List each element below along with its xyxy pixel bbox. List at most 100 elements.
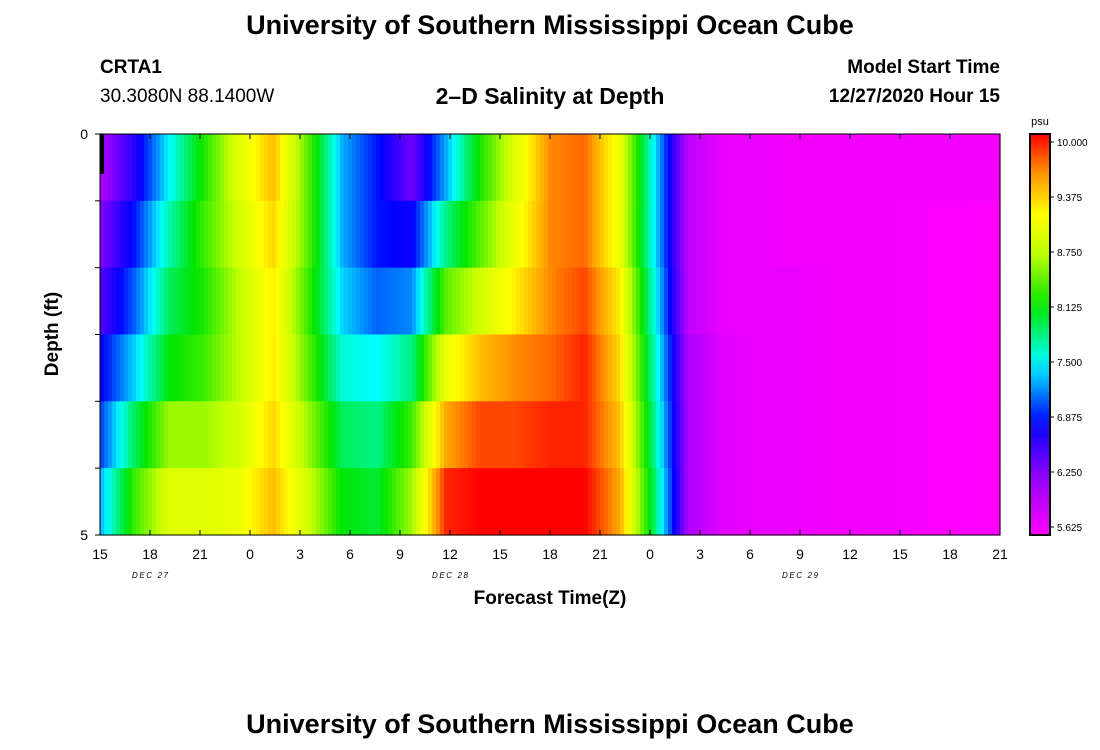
heatmap-cell [560,468,565,536]
heatmap-cell [572,334,577,402]
heatmap-cell [248,468,253,536]
heatmap-cell [200,267,205,336]
heatmap-cell [308,468,313,536]
heatmap-cell [980,468,985,536]
heatmap-cell [548,200,553,269]
heatmap-cell [980,134,985,202]
heatmap-cell [784,134,789,202]
heatmap-cell [368,468,373,536]
heatmap-cell [164,200,169,269]
heatmap-cell [888,468,893,536]
heatmap-cell [684,468,689,536]
heatmap-cell [736,468,741,536]
heatmap-cell [896,134,901,202]
heatmap-cell [548,468,553,536]
heatmap-cell [828,468,833,536]
heatmap-cell [604,334,609,402]
heatmap-cell [556,468,561,536]
heatmap-cell [272,468,277,536]
heatmap-cell [816,401,821,469]
heatmap-cell [472,200,477,269]
heatmap-cell [144,267,149,336]
heatmap-cell [452,334,457,402]
heatmap-cell [496,267,501,336]
heatmap-cell [788,468,793,536]
heatmap-cell [264,134,269,202]
heatmap-cell [612,134,617,202]
heatmap-cell [632,200,637,269]
heatmap-cell [780,401,785,469]
heatmap-cell [396,134,401,202]
heatmap-cell [384,468,389,536]
heatmap-cell [684,200,689,269]
heatmap-cell [580,267,585,336]
heatmap-cell [244,134,249,202]
station-coordinates: 30.3080N 88.1400W [100,86,275,107]
heatmap-cell [640,468,645,536]
heatmap-cell [316,401,321,469]
heatmap-cell [920,401,925,469]
heatmap-cell [756,401,761,469]
heatmap-cell [640,401,645,469]
heatmap-cell [556,334,561,402]
heatmap-cell [616,267,621,336]
heatmap-cell [764,200,769,269]
heatmap-cell [456,267,461,336]
heatmap-cell [136,134,141,202]
heatmap-cell [480,134,485,202]
heatmap-cell [788,334,793,402]
heatmap-cell [356,200,361,269]
heatmap-cell [656,267,661,336]
heatmap-cell [828,267,833,336]
heatmap-cell [156,401,161,469]
heatmap-cell [748,401,753,469]
heatmap-cell [900,334,905,402]
heatmap-cell [816,267,821,336]
heatmap-cell [468,200,473,269]
heatmap-cell [832,468,837,536]
heatmap-cell [880,267,885,336]
heatmap-cell [268,334,273,402]
heatmap-cell [856,468,861,536]
heatmap-cell [132,200,137,269]
heatmap-cell [228,334,233,402]
heatmap-cell [340,401,345,469]
heatmap-cell [220,134,225,202]
x-axis: 15 18 21 0 3 6 9 12 15 18 21 0 3 6 9 12 15 18 21 D E C 2 7 D… [92,134,1008,580]
heatmap-cell [492,334,497,402]
heatmap-cell [884,334,889,402]
heatmap-cell [220,334,225,402]
heatmap-cell [356,134,361,202]
heatmap-cell [808,134,813,202]
heatmap-cell [240,200,245,269]
heatmap-cell [180,267,185,336]
heatmap-cell [248,200,253,269]
heatmap-cell [544,200,549,269]
heatmap-cell [620,267,625,336]
heatmap-cell [572,468,577,536]
heatmap-cell [352,468,357,536]
heatmap-cell [628,468,633,536]
heatmap-cell [868,267,873,336]
heatmap-cell [888,200,893,269]
heatmap-cell [660,200,665,269]
heatmap-cell [216,134,221,202]
heatmap-cell [116,267,121,336]
heatmap-cell [812,468,817,536]
heatmap-cell [316,200,321,269]
heatmap-cell [996,468,1001,536]
heatmap-cell [392,200,397,269]
heatmap-cell [512,334,517,402]
heatmap-cell [764,468,769,536]
heatmap-cell [252,267,257,336]
heatmap-cell [756,200,761,269]
heatmap-cell [488,200,493,269]
heatmap-cell [812,401,817,469]
heatmap-cell [704,468,709,536]
heatmap-cell [756,468,761,536]
heatmap-cell [600,334,605,402]
heatmap-cell [996,200,1001,269]
heatmap-cell [392,401,397,469]
heatmap-cell [160,401,165,469]
